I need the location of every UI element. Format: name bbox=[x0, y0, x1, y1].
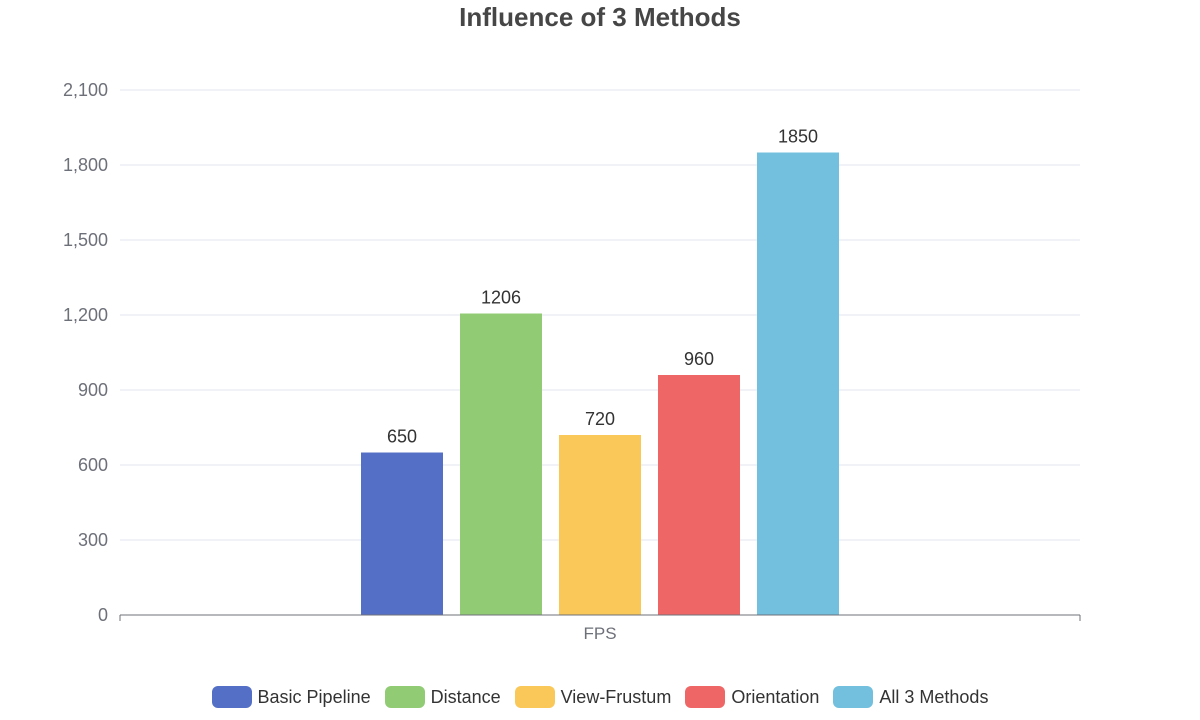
y-tick-label: 300 bbox=[78, 530, 108, 550]
bars bbox=[361, 152, 839, 615]
legend-label: All 3 Methods bbox=[879, 686, 989, 707]
legend-swatch bbox=[514, 686, 555, 708]
y-axis-ticks: 0 300 600 900 1,200 1,500 1,800 2,100 bbox=[63, 80, 108, 625]
chart-title: Influence of 3 Methods bbox=[459, 2, 741, 32]
legend-item[interactable]: Basic Pipeline bbox=[211, 686, 371, 708]
legend-swatch bbox=[211, 686, 252, 708]
grid-lines bbox=[120, 89, 1080, 541]
data-label: 650 bbox=[387, 427, 417, 447]
legend-label: View-Frustum bbox=[560, 686, 672, 707]
data-label: 720 bbox=[585, 409, 615, 429]
legend-swatch bbox=[833, 686, 874, 708]
x-category-label: FPS bbox=[583, 624, 616, 643]
bar-view-frustum bbox=[559, 435, 641, 615]
y-tick-label: 900 bbox=[78, 380, 108, 400]
y-tick-label: 0 bbox=[98, 605, 108, 625]
y-tick-label: 2,100 bbox=[63, 80, 108, 100]
bar-distance bbox=[460, 313, 542, 615]
legend-item[interactable]: Distance bbox=[384, 686, 501, 708]
legend-item[interactable]: View-Frustum bbox=[514, 686, 672, 708]
legend: Basic Pipeline Distance View-Frustum Orient… bbox=[0, 686, 1200, 708]
data-label: 1206 bbox=[481, 288, 521, 308]
legend-swatch bbox=[685, 686, 726, 708]
legend-swatch bbox=[384, 686, 425, 708]
bar-basic-pipeline bbox=[361, 452, 443, 615]
legend-label: Orientation bbox=[731, 686, 820, 707]
x-axis: FPS bbox=[119, 614, 1081, 643]
bar-all-3-methods bbox=[757, 152, 839, 615]
y-tick-label: 1,200 bbox=[63, 305, 108, 325]
y-tick-label: 1,800 bbox=[63, 155, 108, 175]
data-label: 960 bbox=[684, 349, 714, 369]
y-tick-label: 1,500 bbox=[63, 230, 108, 250]
data-label: 1850 bbox=[778, 127, 818, 147]
y-tick-label: 600 bbox=[78, 455, 108, 475]
legend-label: Basic Pipeline bbox=[257, 686, 371, 707]
legend-item[interactable]: Orientation bbox=[685, 686, 819, 708]
legend-label: Distance bbox=[430, 686, 501, 707]
bar-orientation bbox=[658, 375, 740, 615]
data-labels: 650 1206 720 960 1850 bbox=[387, 127, 818, 447]
legend-item[interactable]: All 3 Methods bbox=[833, 686, 988, 708]
